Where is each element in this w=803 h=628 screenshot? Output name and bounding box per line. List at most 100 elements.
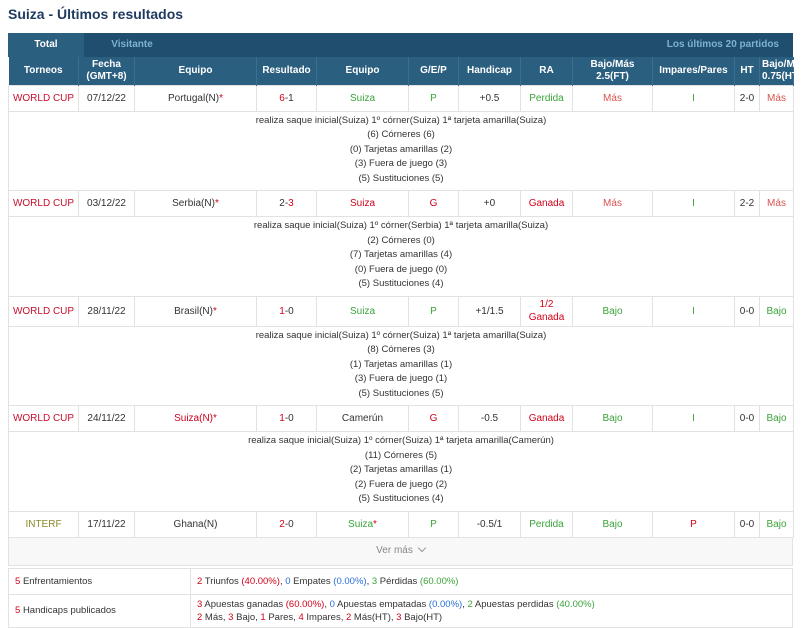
score[interactable]: 2-3: [256, 190, 317, 217]
under-ht-label: Bajo(HT): [401, 611, 443, 623]
halftime-score: 2-0: [734, 84, 760, 112]
wins-count: 2: [197, 575, 203, 587]
losses-count: 3: [371, 575, 378, 587]
offsides-stat: (0) Fuera de juego (0): [354, 263, 448, 275]
see-more-button[interactable]: Ver más: [8, 537, 793, 566]
bets-won-label: Apuestas ganadas: [202, 598, 286, 610]
summary-handicaps-text: Handicaps publicados: [22, 605, 116, 616]
bets-draw-pct: (0.00%): [428, 598, 463, 610]
substitutions-stat: (5) Sustituciones (4): [358, 493, 444, 504]
offsides-stat: (3) Fuera de juego (3): [354, 158, 448, 169]
last-matches-label[interactable]: Los últimos 20 partidos: [666, 39, 779, 50]
draws-label: Empates: [290, 575, 334, 587]
handicap-result: 1/2 Ganada: [520, 295, 573, 327]
home-team-name: Ghana(N): [173, 518, 218, 530]
tournament-link[interactable]: WORLD CUP: [8, 84, 79, 112]
over-under-ht: Bajo: [759, 405, 794, 432]
corners-stat: (6) Córneres (6): [367, 129, 435, 140]
summary-matches-label: 5 Enfrentamientos: [8, 567, 191, 595]
away-team[interactable]: Camerún: [316, 405, 409, 432]
match-details-row: realiza saque inicial(Suiza) 1º córner(S…: [8, 216, 794, 297]
score[interactable]: 6-1: [256, 84, 317, 112]
col-ra: RA: [520, 57, 573, 85]
match-details-row: realiza saque inicial(Suiza) 1º córner(S…: [8, 110, 794, 191]
under-label: Bajo,: [233, 611, 261, 623]
match-date: 24/11/22: [78, 405, 135, 432]
match-date: 03/12/22: [78, 190, 135, 217]
over-label: Más,: [202, 611, 229, 623]
col-fecha: Fecha (GMT+8): [78, 57, 135, 85]
tab-bar: Total Visitante Los últimos 20 partidos: [8, 33, 793, 57]
tab-visitante[interactable]: Visitante: [111, 39, 153, 50]
odd-even: I: [652, 84, 735, 112]
results-panel: Total Visitante Los últimos 20 partidos …: [8, 33, 803, 628]
summary-handicaps-line2: 2 Más, 3 Bajo, 1 Pares, 4 Impares, 2 Más…: [197, 611, 786, 624]
chevron-down-icon: [417, 543, 427, 552]
corners-stat: (2) Córneres (0): [367, 234, 435, 246]
match-details: realiza saque inicial(Suiza) 1º córner(S…: [8, 431, 794, 512]
over-under-ft: Bajo: [572, 295, 653, 327]
over-under-ft: Más: [572, 84, 653, 112]
home-team[interactable]: Ghana(N): [134, 510, 257, 538]
away-team[interactable]: Suiza: [316, 84, 409, 112]
home-team-name: Portugal(N): [167, 92, 220, 104]
bets-lost-pct: (40.00%): [556, 598, 595, 610]
over-under-ft: Bajo: [572, 510, 653, 538]
home-goals: 1: [279, 413, 285, 424]
match-row: INTERF 17/11/22 Ghana(N) 2-0 Suiza* P -0…: [8, 510, 794, 538]
away-team[interactable]: Suiza*: [316, 510, 409, 538]
away-goals: 0: [288, 518, 294, 530]
summary-row-matches: 5 Enfrentamientos 2 Triunfos (40.00%), 0…: [8, 567, 793, 595]
handicap-result: Ganada: [520, 405, 573, 432]
handicap-value: -0.5: [458, 405, 521, 432]
match-date: 07/12/22: [78, 84, 135, 112]
away-team-name: Suiza: [348, 518, 374, 530]
home-goals: 6: [279, 92, 285, 104]
match-outcome: P: [408, 510, 459, 538]
tab-total[interactable]: Total: [8, 33, 84, 57]
away-team[interactable]: Suiza: [316, 295, 409, 327]
over-under-ht: Más: [759, 84, 794, 112]
odd-even: I: [652, 295, 735, 327]
yellow-cards-stat: (1) Tarjetas amarillas (1): [349, 358, 453, 370]
score[interactable]: 1-0: [256, 295, 317, 327]
tournament-link[interactable]: INTERF: [8, 510, 79, 538]
score[interactable]: 2-0: [256, 510, 317, 538]
handicap-result: Perdida: [520, 510, 573, 538]
score[interactable]: 1-0: [256, 405, 317, 432]
home-team[interactable]: Serbia(N)*: [134, 190, 257, 217]
halftime-score: 0-0: [734, 510, 760, 538]
home-team[interactable]: Portugal(N)*: [134, 84, 257, 112]
home-team-name: Brasil(N): [174, 305, 213, 317]
match-row: WORLD CUP 07/12/22 Portugal(N)* 6-1 Suiz…: [8, 84, 794, 112]
over-ht-label: Más(HT),: [351, 611, 397, 623]
tournament-link[interactable]: WORLD CUP: [8, 190, 79, 217]
match-details-row: realiza saque inicial(Suiza) 1º córner(S…: [8, 431, 794, 512]
col-equipo-visita: Equipo: [316, 57, 409, 85]
summary-handicaps-line1: 3 Apuestas ganadas (60.00%), 0 Apuestas …: [197, 598, 595, 610]
away-goals: 0: [288, 305, 294, 317]
tournament-link[interactable]: WORLD CUP: [8, 405, 79, 432]
handicap-result: Perdida: [520, 84, 573, 112]
handicap-result: Ganada: [520, 190, 573, 217]
odd-label: Impares,: [303, 611, 346, 623]
yellow-cards-stat: (7) Tarjetas amarillas (4): [349, 249, 453, 260]
neutral-marker: *: [214, 198, 219, 209]
match-row: WORLD CUP 28/11/22 Brasil(N)* 1-0 Suiza …: [8, 295, 794, 327]
summary-row-handicaps: 5 Handicaps publicados 3 Apuestas ganada…: [8, 593, 793, 628]
over-under-ft: Más: [572, 190, 653, 217]
odd-even: I: [652, 190, 735, 217]
handicap-value: +0.5: [458, 84, 521, 112]
offsides-stat: (2) Fuera de juego (2): [354, 478, 448, 490]
offsides-stat: (3) Fuera de juego (1): [354, 373, 448, 384]
tournament-link[interactable]: WORLD CUP: [8, 295, 79, 327]
home-goals: 1: [279, 305, 285, 317]
halftime-score: 0-0: [734, 405, 760, 432]
handicap-result-fraction: 1/2: [539, 299, 554, 310]
draws-count: 0: [285, 575, 291, 587]
match-row: WORLD CUP 03/12/22 Serbia(N)* 2-3 Suiza …: [8, 190, 794, 217]
away-team[interactable]: Suiza: [316, 190, 409, 217]
home-team[interactable]: Suiza(N)*: [134, 405, 257, 432]
home-team[interactable]: Brasil(N)*: [134, 295, 257, 327]
home-goals: 2: [279, 518, 285, 530]
